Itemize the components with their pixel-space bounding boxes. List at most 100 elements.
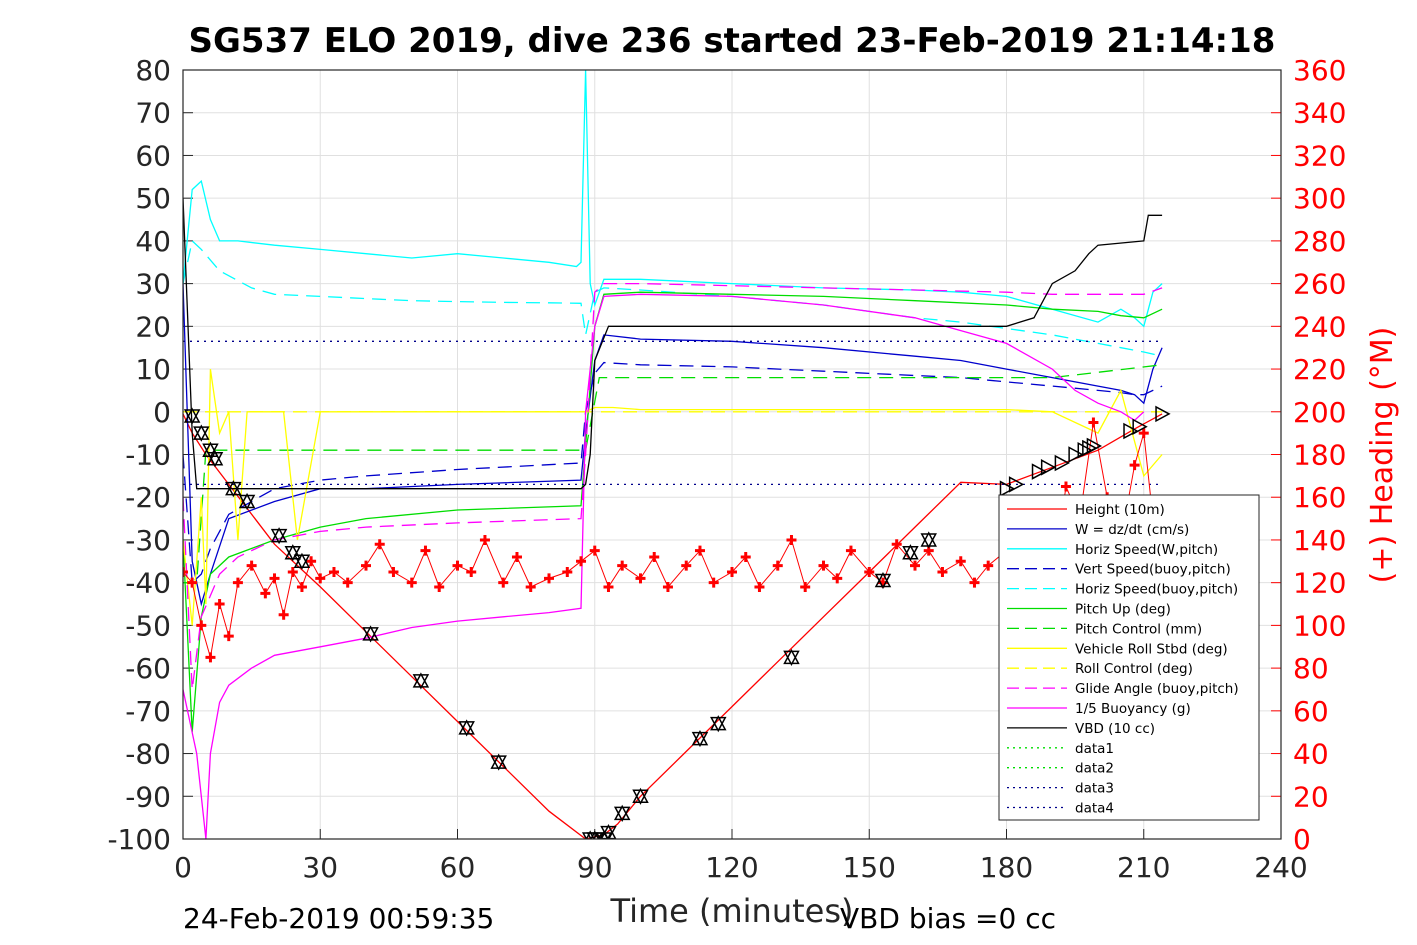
depth-marker [874,571,892,590]
heading-point [328,566,339,577]
heading-point [361,560,371,571]
x-tick-label: 150 [843,851,896,884]
depth-marker [1132,418,1148,435]
depth-marker [362,625,379,643]
depth-marker [284,544,302,562]
heading-point [1138,428,1149,439]
heading-point [576,556,587,567]
heading-point [479,534,490,545]
legend-label: Horiz Speed(buoy,pitch) [1075,582,1238,598]
heading-point [727,566,737,577]
heading-point [525,581,536,592]
x-tick-label: 180 [980,851,1033,884]
heading-point [511,552,522,563]
y-tick-label: -100 [107,823,171,856]
heading-point [983,560,994,571]
heading-point [214,599,225,610]
heading-point [955,556,966,567]
series-line-glide-angle-buoy-pitch [183,282,1163,690]
heading-point [388,566,399,577]
y-right-tick-label: 40 [1293,738,1329,771]
legend-label: Pitch Up (deg) [1075,602,1171,618]
y-tick-label: 50 [135,182,171,215]
heading-point [649,552,660,563]
heading-point [296,581,307,592]
y-tick-label: 20 [135,310,171,343]
legend-label: W = dz/dt (cm/s) [1075,522,1189,538]
depth-marker [999,480,1016,497]
depth-marker [458,719,475,737]
legend-label: Vehicle Roll Stbd (deg) [1075,641,1228,657]
y-right-tick-label: 360 [1293,54,1346,87]
heading-point [708,577,719,588]
series-line-horiz-speed-buoy-pitch [183,239,1163,357]
heading-point [1060,481,1071,492]
heading-point [278,609,289,620]
heading-point [635,573,646,584]
heading-point [740,552,751,563]
heading-point [800,581,811,592]
y-right-tick-label: 80 [1293,652,1329,685]
heading-point [772,560,783,571]
y-right-tick-label: 220 [1293,353,1346,386]
plot-frame [182,69,1282,840]
heading-point [187,577,198,588]
depth-marker [920,531,937,549]
marker-layer [183,405,1171,839]
heading-point [466,566,477,577]
y-tick-label: 30 [135,268,171,301]
depth-marker [206,450,224,468]
heading-point [269,573,280,584]
series-line-vbd-10-cc [183,198,1163,490]
legend-label: 1/5 Buoyancy (g) [1075,701,1191,717]
heading-point [420,545,431,556]
heading-point [183,566,188,577]
heading-point [662,581,673,592]
heading-point [969,577,980,588]
heading-point [544,573,554,584]
depth-marker [490,753,507,771]
series-line-pitch-control-mm [183,364,1163,584]
depth-marker [1031,463,1048,480]
y-right-tick-label: 100 [1293,609,1346,642]
depth-marker [1068,446,1084,463]
heading-point [246,560,257,571]
y-tick-labels: 80 70 60 50 40 30 20 10 0 -10 -20 -30 -40 -50 -60 -70 -8… [107,54,171,856]
depth-marker [293,552,311,570]
x-tick-label: 210 [1117,851,1170,884]
x-tick-label: 60 [440,851,476,884]
heading-point [694,545,705,556]
depth-marker [902,544,919,562]
depth-marker [710,715,727,733]
series-line-horiz-speed-w-pitch [183,70,1163,328]
y-tick-label: -10 [125,439,171,472]
legend: Height (10m) W = dz/dt (cm/s) Horiz Speed(… [998,494,1260,821]
x-tick-label: 120 [705,851,758,884]
depth-marker [183,407,201,425]
x-tick-label: 90 [577,851,613,884]
right-axis-label: (+) Heading (°M) [1365,327,1400,584]
y-tick-label: -30 [125,524,171,557]
legend-label: data3 [1075,781,1114,797]
depth-marker [193,424,210,442]
depth-marker [1040,459,1057,476]
heading-point [223,631,234,642]
x-tick-label: 30 [302,851,338,884]
footer-timestamp: 24-Feb-2019 00:59:35 [183,902,494,935]
heading-point [910,560,920,571]
depth-marker [691,730,709,748]
x-tick-label: 0 [174,851,192,884]
y-right-tick-label: 200 [1293,396,1346,429]
y-right-tick-label: 20 [1293,780,1329,813]
y-tick-label: -40 [125,567,171,600]
depth-marker [783,648,800,667]
legend-label: Height (10m) [1075,502,1165,518]
y-tick-label: -50 [125,609,171,642]
heading-point [589,545,600,556]
heading-point [434,581,445,592]
heading-point [832,573,843,584]
y-tick-label: -20 [125,481,171,514]
heading-point [603,581,614,592]
heading-point [891,539,902,550]
